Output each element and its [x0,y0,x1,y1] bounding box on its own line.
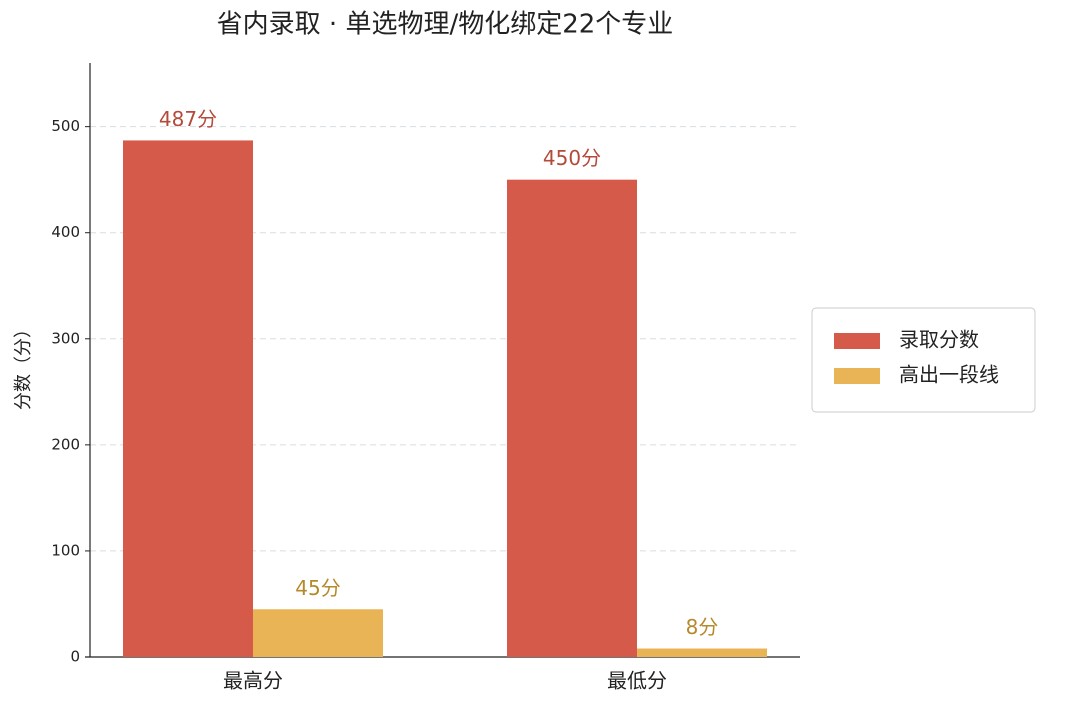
legend-swatch [834,368,880,384]
bar [253,609,383,657]
y-tick-label: 500 [51,117,80,135]
value-label: 8分 [686,615,719,639]
y-tick-label: 200 [51,435,80,453]
legend-label: 高出一段线 [899,363,999,387]
x-tick-label: 最高分 [223,669,283,693]
value-label: 450分 [543,146,601,170]
bar [507,179,637,657]
y-tick-label: 0 [70,648,80,666]
y-tick-label: 300 [51,329,80,347]
y-tick-label: 400 [51,223,80,241]
y-axis-label: 分数（分） [13,320,34,410]
y-tick-label: 100 [51,541,80,559]
value-label: 487分 [159,107,217,131]
bar [123,140,253,658]
legend-box [811,307,1036,413]
value-label: 45分 [295,576,340,600]
legend-swatch [834,333,880,349]
bar [637,648,767,657]
chart-title: 省内录取 · 单选物理/物化绑定22个专业 [217,10,674,40]
x-tick-label: 最低分 [607,669,667,693]
legend-label: 录取分数 [899,328,979,352]
